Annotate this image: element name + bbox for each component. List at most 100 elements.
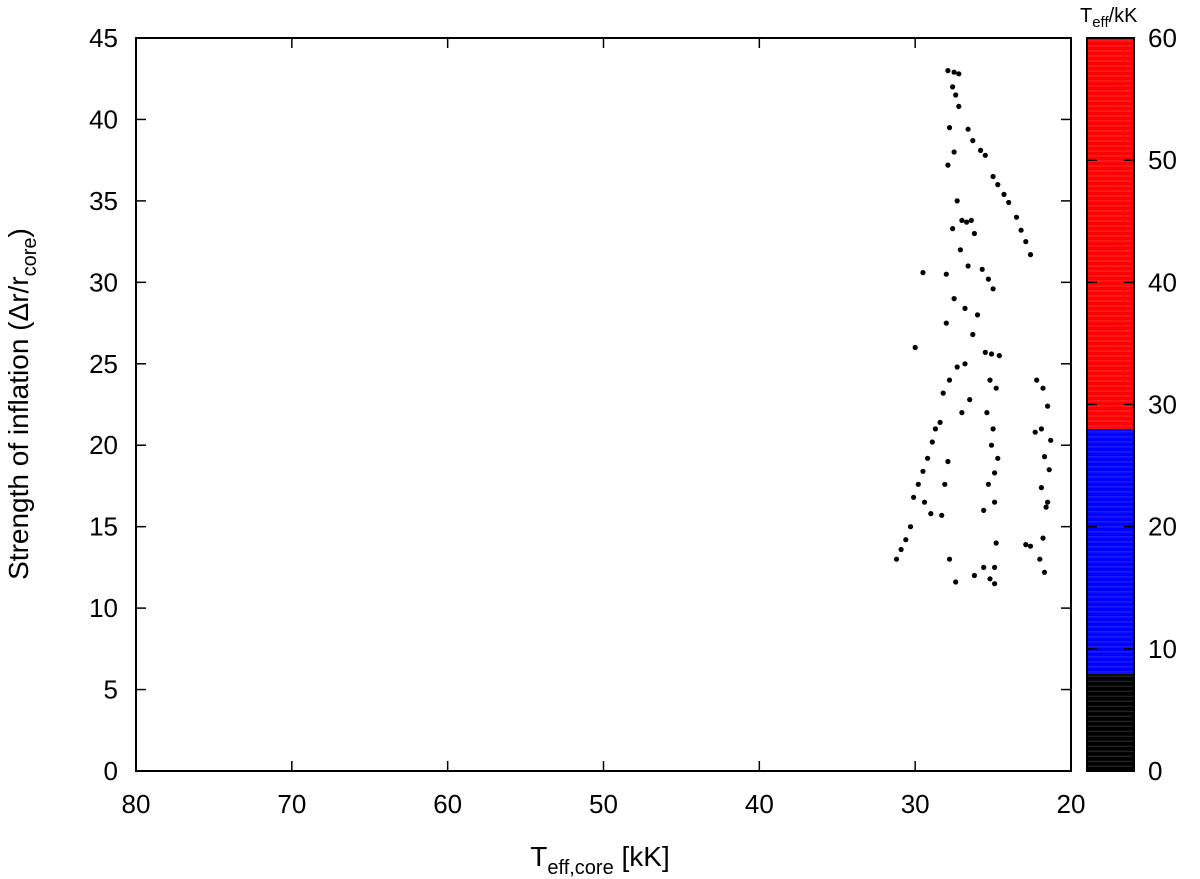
data-point bbox=[953, 579, 959, 585]
data-point bbox=[1032, 429, 1038, 435]
x-tick-label: 50 bbox=[589, 789, 618, 819]
data-point bbox=[957, 247, 964, 253]
data-point bbox=[1023, 542, 1029, 548]
x-axis-ticks: 80 70 60 50 40 30 20 bbox=[122, 38, 1086, 819]
x-tick-label: 70 bbox=[277, 789, 306, 819]
data-point bbox=[962, 361, 968, 367]
data-point bbox=[1045, 403, 1051, 409]
data-point bbox=[959, 217, 965, 223]
data-point bbox=[981, 564, 987, 571]
data-point bbox=[943, 271, 949, 277]
data-point bbox=[1041, 454, 1048, 460]
data-point bbox=[950, 84, 956, 90]
data-point bbox=[907, 524, 914, 530]
data-point bbox=[985, 481, 992, 487]
data-point bbox=[1041, 569, 1048, 575]
data-point bbox=[985, 276, 992, 282]
data-point bbox=[903, 537, 909, 543]
data-points bbox=[893, 68, 1054, 587]
data-point bbox=[965, 126, 971, 132]
data-point bbox=[990, 286, 996, 292]
data-point bbox=[990, 426, 996, 432]
data-point bbox=[992, 470, 998, 476]
data-point bbox=[974, 312, 981, 318]
data-point bbox=[1045, 499, 1051, 505]
y-tick-label: 30 bbox=[89, 267, 118, 297]
data-point bbox=[956, 103, 962, 109]
data-point bbox=[1034, 377, 1040, 383]
data-point bbox=[945, 458, 951, 465]
data-point bbox=[942, 481, 948, 487]
data-point bbox=[992, 499, 998, 505]
data-point bbox=[929, 439, 935, 445]
data-point bbox=[996, 353, 1002, 359]
data-point bbox=[939, 512, 945, 518]
data-point bbox=[990, 173, 996, 180]
plot-frame bbox=[135, 37, 1072, 772]
data-point bbox=[954, 198, 960, 204]
data-point bbox=[893, 556, 900, 562]
data-point bbox=[978, 147, 984, 153]
y-tick-label: 35 bbox=[89, 186, 118, 216]
data-point bbox=[1037, 556, 1043, 562]
colorbar-tick-label: 30 bbox=[1148, 390, 1177, 420]
data-point bbox=[984, 410, 990, 416]
data-point bbox=[946, 556, 953, 562]
y-tick-label: 15 bbox=[89, 512, 118, 542]
x-tick-label: 30 bbox=[901, 789, 930, 819]
data-point bbox=[995, 455, 1001, 461]
colorbar-tick-label: 60 bbox=[1148, 23, 1177, 53]
data-point bbox=[971, 572, 978, 579]
data-point bbox=[945, 162, 951, 168]
data-point bbox=[1043, 504, 1049, 510]
data-point bbox=[993, 540, 999, 546]
colorbar bbox=[1087, 38, 1134, 771]
data-point bbox=[951, 69, 957, 75]
y-tick-label: 25 bbox=[89, 349, 118, 379]
data-point bbox=[1040, 385, 1046, 391]
data-point bbox=[1038, 426, 1044, 432]
data-point bbox=[1018, 227, 1024, 233]
x-tick-label: 20 bbox=[1057, 789, 1086, 819]
data-point bbox=[946, 377, 953, 383]
data-point bbox=[968, 217, 974, 223]
y-tick-label: 20 bbox=[89, 430, 118, 460]
colorbar-tick-label: 20 bbox=[1148, 512, 1177, 542]
data-point bbox=[981, 507, 987, 513]
data-point bbox=[1023, 239, 1029, 245]
data-point bbox=[1027, 543, 1034, 549]
data-point bbox=[932, 426, 939, 432]
data-point bbox=[987, 377, 993, 383]
data-point bbox=[988, 442, 995, 448]
colorbar-segment bbox=[1087, 428, 1134, 674]
data-point bbox=[915, 481, 921, 487]
data-point bbox=[1038, 485, 1044, 491]
data-point bbox=[1046, 467, 1052, 473]
data-point bbox=[1040, 535, 1046, 541]
data-point bbox=[962, 305, 968, 311]
data-point bbox=[993, 385, 999, 391]
data-point bbox=[943, 320, 949, 326]
data-point bbox=[898, 546, 904, 553]
data-point bbox=[956, 71, 962, 77]
data-point bbox=[920, 270, 926, 276]
data-point bbox=[1001, 191, 1007, 197]
data-point bbox=[911, 494, 917, 500]
data-point bbox=[950, 226, 956, 232]
data-point bbox=[965, 263, 971, 269]
colorbar-tick-label: 10 bbox=[1148, 634, 1177, 664]
x-tick-label: 40 bbox=[745, 789, 774, 819]
data-point bbox=[1006, 199, 1012, 206]
data-point bbox=[937, 419, 943, 425]
data-point bbox=[946, 125, 953, 131]
colorbar-ticks: 0 10 20 30 40 50 60 bbox=[1087, 23, 1177, 786]
data-point bbox=[1027, 252, 1034, 258]
data-point bbox=[992, 581, 998, 587]
colorbar-tick-label: 40 bbox=[1148, 267, 1177, 297]
data-point bbox=[928, 510, 934, 517]
data-point bbox=[988, 351, 995, 357]
data-point bbox=[951, 296, 957, 302]
data-point bbox=[992, 564, 998, 571]
data-point bbox=[951, 149, 957, 155]
y-tick-label: 10 bbox=[89, 593, 118, 623]
